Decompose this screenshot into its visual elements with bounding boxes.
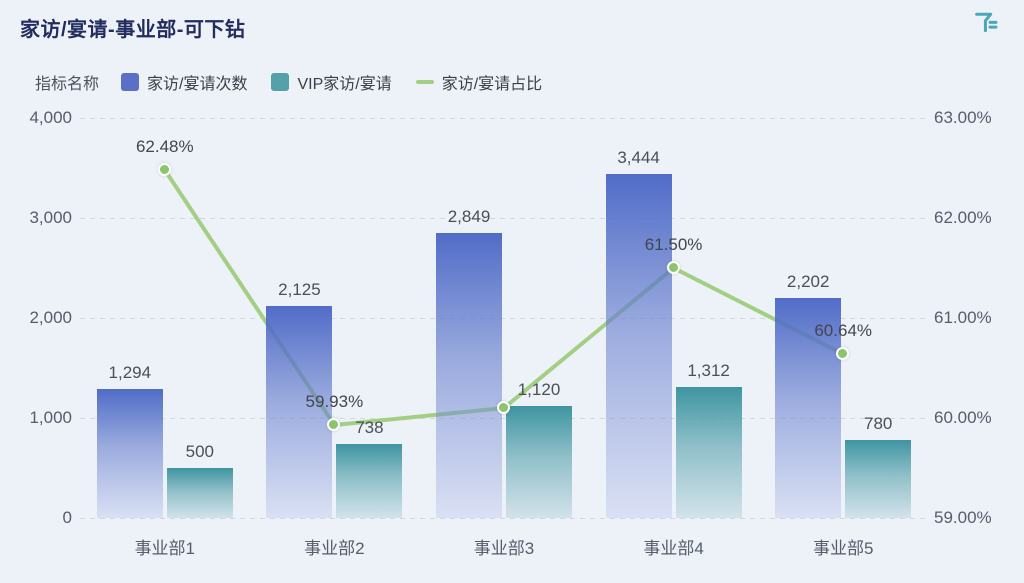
legend-item-visits[interactable]: 家访/宴请次数 [121,70,247,94]
vip-visits-bar[interactable] [506,406,572,518]
gridline [80,118,928,119]
ratio-point-dot[interactable] [157,163,171,176]
ratio-point-dot[interactable] [836,347,850,360]
legend-name-label: 指标名称 [35,76,100,93]
ratio-value-label: 59.93% [305,392,364,411]
left-axis-tick: 4,000 [29,108,72,127]
ratio-point-dot[interactable] [327,418,341,431]
blue-bar-swatch-icon [121,73,140,91]
right-axis-tick: 62.00% [934,208,992,227]
right-axis-tick: 63.00% [934,108,992,127]
left-axis-tick: 3,000 [29,208,72,227]
ratio-value-label: 60.64% [814,321,873,340]
left-axis-tick: 1,000 [29,408,72,427]
gridline [80,518,928,519]
bar-value-label: 1,312 [687,360,730,380]
green-line-swatch-icon [415,80,434,84]
legend-item-label: VIP家访/宴请 [297,76,392,93]
ratio-point-dot[interactable] [497,401,510,414]
bar-value-label: 1,120 [517,380,561,399]
legend: 指标名称 家访/宴请次数 VIP家访/宴请 家访/宴请占比 [35,70,566,94]
visits-bar[interactable] [436,233,502,518]
legend-item-vip-visits[interactable]: VIP家访/宴请 [271,70,392,94]
left-axis-tick: 2,000 [29,308,72,327]
legend-item-label: 家访/宴请占比 [441,76,543,93]
gridline [80,318,928,319]
legend-item-label: 家访/宴请次数 [147,76,248,93]
vip-visits-bar[interactable] [166,468,233,518]
vip-visits-bar[interactable] [845,440,912,518]
bar-value-label: 2,849 [447,207,491,227]
page-title: 家访/宴请-事业部-可下钻 [20,19,246,41]
ratio-value-label: 61.50% [644,235,703,254]
ratio-value-label: 62.48% [135,137,194,156]
gridline [80,218,928,219]
bar-value-label: 738 [355,418,384,438]
visits-bar[interactable] [96,388,163,518]
bar-value-label: 780 [864,414,893,433]
category-label[interactable]: 事业部1 [134,539,196,558]
bar-value-label: 2,125 [278,279,321,299]
right-axis-tick: 61.00% [934,308,992,327]
bar-value-label: 3,444 [617,147,660,167]
category-label[interactable]: 事业部2 [304,539,365,558]
bar-value-label: 2,202 [786,271,830,291]
gridline [80,418,928,419]
visits-bar[interactable] [605,173,672,518]
vip-visits-bar[interactable] [336,444,403,518]
left-axis-tick: 0 [62,508,72,527]
right-axis-tick: 60.00% [934,408,992,427]
right-axis-tick: 59.00% [934,508,992,527]
category-label[interactable]: 事业部4 [643,539,704,558]
bar-value-label: 500 [185,442,214,461]
category-label[interactable]: 事业部3 [473,539,535,558]
bar-value-label: 1,294 [108,362,152,382]
vip-visits-bar[interactable] [675,386,742,518]
category-label[interactable]: 事业部5 [812,539,874,558]
teal-bar-swatch-icon [271,73,290,91]
legend-item-ratio[interactable]: 家访/宴请占比 [415,70,543,94]
filter-funnel-icon[interactable] [972,9,1000,37]
ratio-point-dot[interactable] [666,261,680,274]
visits-bar[interactable] [775,297,842,518]
visits-bar[interactable] [266,305,333,518]
